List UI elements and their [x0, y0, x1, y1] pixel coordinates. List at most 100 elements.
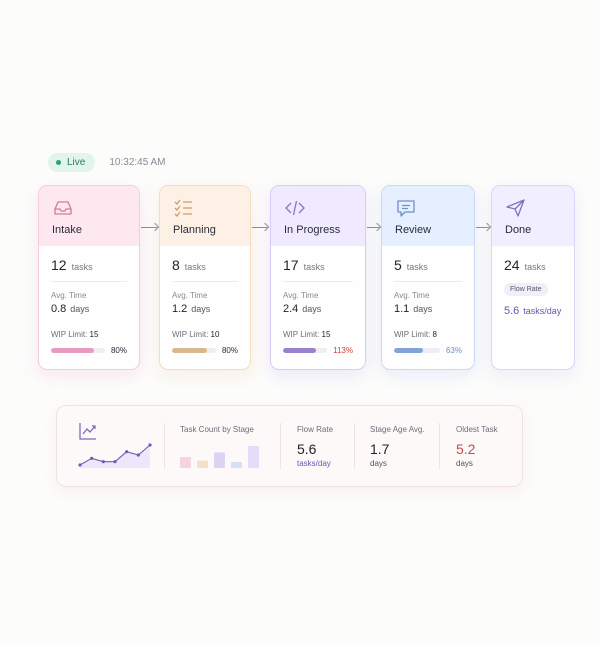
task-count: 24 [504, 257, 520, 273]
sparkline-point [78, 463, 82, 467]
wip-progress-fill [394, 348, 423, 353]
stage-card-planning[interactable]: Planning 8 tasks Avg. Time 1.2 days WIP Li… [159, 185, 251, 370]
wip-limit-label: WIP Limit: [283, 330, 320, 339]
avg-time-value: 0.8 [51, 303, 67, 315]
wip-limit: WIP Limit: 15 [283, 330, 353, 339]
paper-plane-icon [506, 199, 525, 217]
wip-limit-value: 8 [432, 330, 437, 339]
live-status: Live 10:32:45 AM [48, 153, 166, 172]
live-badge[interactable]: Live [48, 153, 96, 172]
wip-progress-bar [172, 348, 216, 353]
wip-percent: 80% [221, 346, 238, 355]
wip-progress-fill [172, 348, 208, 353]
stage-title: Done [505, 224, 532, 236]
task-count-bar [231, 462, 242, 468]
stage-title: Planning [173, 224, 216, 236]
flow-arrow [141, 227, 158, 228]
avg-time-label: Avg. Time [283, 291, 319, 300]
summary-panel: Task Count by Stage Flow Rate 5.6 tasks/… [56, 405, 523, 487]
wip-limit-label: WIP Limit: [172, 330, 209, 339]
wip-percent-over-limit: 113% [333, 346, 353, 355]
sparkline-point [148, 443, 152, 447]
stage-card-done[interactable]: Done 24 tasks Flow Rate 5.6 tasks/day [491, 185, 575, 370]
avg-time-label: Avg. Time [51, 291, 87, 300]
wip-progress-bar [394, 348, 440, 353]
timestamp: 10:32:45 AM [109, 157, 166, 168]
sparkline-point [90, 456, 94, 460]
divider [283, 281, 353, 282]
flow-rate-unit: tasks/day [297, 459, 331, 468]
divider [439, 423, 440, 469]
task-count-unit: tasks [303, 262, 325, 272]
sparkline-point [125, 450, 129, 454]
flow-rate-value: 5.6 [504, 305, 520, 317]
wip-progress-fill [283, 348, 317, 353]
task-count: 8 [172, 257, 180, 273]
sparkline-area [80, 445, 150, 468]
wip-progress-bar [51, 348, 105, 353]
avg-time-unit: days [302, 304, 322, 314]
divider [164, 423, 165, 469]
flow-rate-badge: Flow Rate [504, 283, 548, 296]
stage-card-review[interactable]: Review 5 tasks Avg. Time 1.1 days WIP Limi… [381, 185, 475, 370]
wip-limit-label: WIP Limit: [394, 330, 431, 339]
code-icon [285, 200, 305, 216]
line-chart-icon [79, 423, 96, 440]
stage-header: Planning [160, 186, 250, 246]
avg-time-label: Avg. Time [172, 291, 208, 300]
task-count-bar [214, 452, 225, 468]
divider [172, 281, 238, 282]
flow-arrow [476, 227, 490, 228]
task-count-unit: tasks [71, 262, 93, 272]
avg-time-unit: days [191, 304, 211, 314]
wip-limit: WIP Limit: 10 [172, 330, 238, 339]
stage-header: Review [382, 186, 474, 246]
stage-header: Done [492, 186, 574, 246]
live-dot-icon [56, 160, 61, 165]
wip-limit: WIP Limit: 8 [394, 330, 462, 339]
stage-card-intake[interactable]: Intake 12 tasks Avg. Time 0.8 days WIP Lim… [38, 185, 140, 370]
wip-progress-fill [51, 348, 95, 353]
avg-time-unit: days [413, 304, 433, 314]
divider [280, 423, 281, 469]
task-count-unit: tasks [406, 262, 428, 272]
avg-time-unit: days [70, 304, 90, 314]
avg-time-label: Avg. Time [394, 291, 430, 300]
task-count-bar [197, 460, 208, 468]
comment-icon [397, 200, 415, 217]
wip-percent: 63% [445, 346, 462, 355]
wip-limit-value: 15 [89, 330, 99, 339]
sparkline-point [136, 453, 140, 457]
task-count-unit: tasks [524, 262, 546, 272]
stage-age-value: 1.7 [370, 441, 390, 457]
sparkline-point [101, 460, 105, 464]
task-count-unit: tasks [184, 262, 206, 272]
wip-progress-bar [283, 348, 328, 353]
avg-time-value: 2.4 [283, 303, 299, 315]
wip-limit-value: 15 [321, 330, 331, 339]
flow-rate-label: Flow Rate [297, 425, 334, 434]
task-count-mini-chart [180, 446, 259, 468]
oldest-task-unit: days [456, 459, 473, 468]
task-count: 12 [51, 257, 67, 273]
oldest-task-value: 5.2 [456, 441, 476, 457]
wip-limit-value: 10 [210, 330, 220, 339]
task-count: 17 [283, 257, 299, 273]
divider [354, 423, 355, 469]
wip-limit-label: WIP Limit: [51, 330, 88, 339]
trend-sparkline [78, 443, 152, 468]
task-count: 5 [394, 257, 402, 273]
task-count-by-stage-label: Task Count by Stage [180, 425, 254, 434]
flow-rate-unit: tasks/day [523, 306, 562, 316]
stage-card-in-progress[interactable]: In Progress 17 tasks Avg. Time 2.4 days WI… [270, 185, 366, 370]
flow-arrow [367, 227, 380, 228]
stage-title: Intake [52, 224, 82, 236]
flow-arrow [252, 227, 268, 228]
sparkline-point [113, 460, 117, 464]
divider [51, 281, 127, 282]
wip-percent: 80% [110, 346, 127, 355]
stage-title: Review [395, 224, 432, 236]
task-count-bar [180, 457, 191, 468]
stage-age-unit: days [370, 459, 387, 468]
inbox-icon [54, 201, 72, 215]
